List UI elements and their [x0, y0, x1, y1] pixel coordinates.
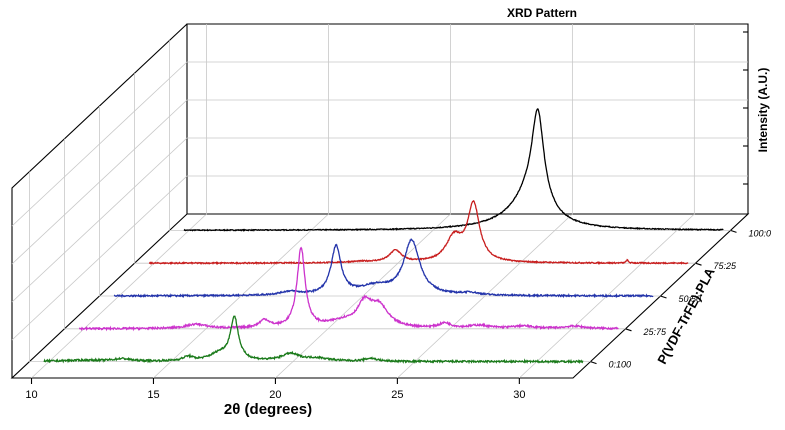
- series-tick-mark: [590, 361, 597, 365]
- series-tick-labels: 0:100 25:75 50:50 75:25 100:0: [609, 228, 772, 369]
- back-wall: [186, 23, 749, 214]
- chart-title: XRD Pattern: [507, 6, 577, 20]
- series-line-75:25: [148, 200, 689, 266]
- series-tick-label: 50:50: [679, 294, 702, 304]
- series-tick-mark: [695, 262, 702, 266]
- series-line-0:100: [43, 315, 584, 365]
- x-tick-label: 10: [25, 389, 37, 401]
- series-tick-mark: [625, 328, 632, 332]
- left-wall: [11, 23, 188, 378]
- series-tick-mark: [730, 229, 737, 233]
- y-axis-label: P(VDF-TrFE):PLA: [654, 265, 718, 367]
- z-axis-label: Intensity (A.U.): [756, 68, 770, 153]
- x-tick-labels: 10 15 20 25 30: [25, 389, 525, 401]
- series-line-25:75: [78, 246, 619, 332]
- axes-frame: [10, 23, 750, 379]
- series-tick-mark: [660, 295, 667, 299]
- x-tick-label: 20: [269, 389, 281, 401]
- x-tick-label: 30: [513, 389, 525, 401]
- series-line-50:50: [113, 238, 654, 299]
- grid: [11, 24, 748, 379]
- series-tick-label: 75:25: [714, 261, 738, 271]
- x-tick-label: 15: [147, 389, 159, 401]
- series-tick-label: 100:0: [749, 228, 772, 238]
- series-tick-label: 0:100: [609, 360, 632, 370]
- series-tick-label: 25:75: [643, 327, 668, 337]
- x-axis-label: 2θ (degrees): [224, 401, 312, 418]
- x-tick-label: 25: [391, 389, 403, 401]
- series-line-100:0: [183, 107, 724, 232]
- tick-marks: [30, 31, 748, 384]
- series-lines: [43, 107, 724, 365]
